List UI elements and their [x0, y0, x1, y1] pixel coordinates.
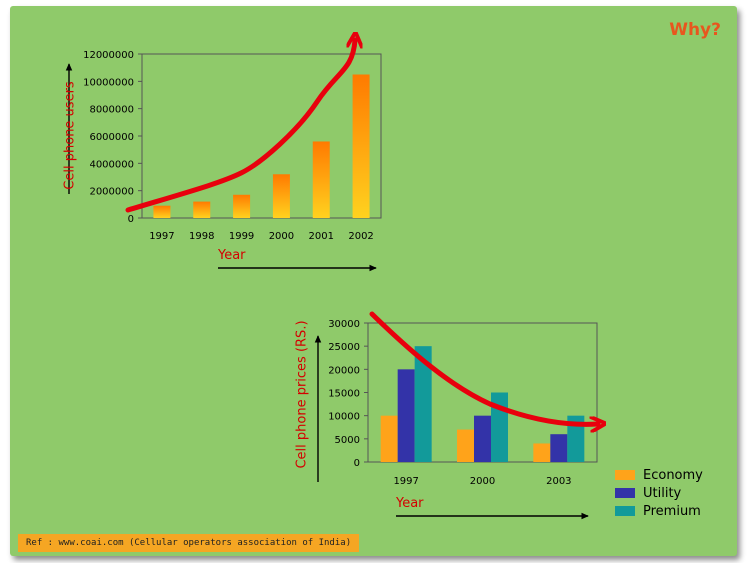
legend-swatch: [615, 506, 635, 516]
y-tick-label: 8000000: [89, 105, 134, 116]
bar: [272, 174, 290, 218]
bar-utility: [474, 415, 491, 462]
y-tick-label: 10000: [328, 412, 360, 423]
bar-utility: [550, 434, 568, 462]
y-tick-label: 6000000: [89, 132, 134, 143]
bar-economy: [533, 443, 551, 462]
bar-economy: [380, 415, 398, 462]
legend-swatch: [615, 470, 635, 480]
slide-heading: Why?: [669, 20, 721, 40]
prices-legend: Economy Utility Premium: [615, 466, 703, 520]
y-tick-label: 15000: [328, 389, 360, 400]
users-chart: 0 2000000 4000000 6000000 8000000 10000000 120…: [65, 6, 382, 272]
x-tick-label: 1998: [189, 231, 214, 242]
prices-chart-ylabel: Cell phone prices (RS.): [294, 320, 310, 469]
legend-item: Utility: [615, 484, 703, 502]
x-tick-label: 2002: [348, 231, 373, 242]
legend-item: Economy: [615, 466, 703, 484]
y-tick-label: 4000000: [89, 159, 134, 170]
bar: [233, 194, 251, 218]
x-tick-label: 1997: [149, 231, 174, 242]
y-tick-label: 20000: [328, 365, 360, 376]
legend-item: Premium: [615, 502, 703, 520]
bar: [352, 74, 370, 218]
bar: [193, 201, 211, 218]
legend-label: Utility: [643, 485, 682, 501]
y-tick-label: 25000: [328, 342, 360, 353]
slide: Why? 0 2000000 4000000 6000000 8000000 100000…: [10, 6, 737, 556]
x-tick-label: 1997: [393, 476, 418, 487]
legend-label: Economy: [643, 467, 703, 483]
prices-chart-xlabel: Year: [396, 496, 424, 511]
x-tick-label: 1999: [229, 231, 254, 242]
y-tick-label: 5000: [335, 435, 360, 446]
bar-premium: [567, 415, 585, 462]
trend-arrow: [125, 40, 355, 213]
y-tick-label: 2000000: [89, 187, 134, 198]
y-tick-label: 12000000: [83, 50, 134, 61]
bar-utility: [397, 369, 415, 462]
y-tick-label: 10000000: [83, 77, 134, 88]
y-tick-label: 0: [128, 214, 134, 225]
bar: [312, 141, 330, 218]
bar-premium: [414, 346, 432, 462]
x-tick-label: 2000: [470, 476, 495, 487]
bar: [153, 205, 171, 218]
bar-economy: [457, 429, 474, 462]
x-tick-label: 2001: [309, 231, 334, 242]
y-tick-label: 30000: [328, 319, 360, 330]
trend-arrow: [369, 311, 598, 424]
reference-note: Ref : www.coai.com (Cellular operators a…: [18, 534, 360, 552]
prices-chart: 0 5000 10000 15000 20000 25000 30000 1997 2000 20…: [314, 311, 737, 520]
y-tick-label: 0: [354, 458, 360, 469]
x-tick-label: 2000: [269, 231, 294, 242]
users-chart-xlabel: Year: [218, 248, 246, 263]
legend-swatch: [615, 488, 635, 498]
x-tick-label: 2003: [546, 476, 571, 487]
legend-label: Premium: [643, 503, 701, 519]
